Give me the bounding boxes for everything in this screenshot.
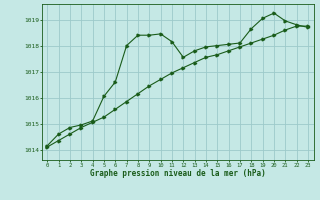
X-axis label: Graphe pression niveau de la mer (hPa): Graphe pression niveau de la mer (hPa) xyxy=(90,169,266,178)
